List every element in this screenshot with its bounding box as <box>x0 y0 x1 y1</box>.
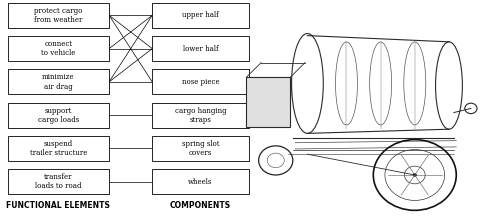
Text: wheels: wheels <box>188 178 213 186</box>
Text: connect
to vehicle: connect to vehicle <box>41 40 76 57</box>
Bar <box>152 136 249 161</box>
Bar <box>152 102 249 128</box>
Bar <box>246 77 290 127</box>
Text: suspend
trailer structure: suspend trailer structure <box>30 140 87 157</box>
Bar <box>8 69 109 94</box>
Bar <box>152 169 249 194</box>
Text: lower half: lower half <box>183 45 218 53</box>
Text: nose piece: nose piece <box>182 78 219 86</box>
Text: COMPONENTS: COMPONENTS <box>170 201 231 210</box>
Bar <box>152 3 249 28</box>
Text: protect cargo
from weather: protect cargo from weather <box>34 7 82 24</box>
Bar <box>8 169 109 194</box>
Text: FUNCTIONAL ELEMENTS: FUNCTIONAL ELEMENTS <box>6 201 110 210</box>
Text: transfer
loads to road: transfer loads to road <box>35 173 81 190</box>
Circle shape <box>413 173 417 177</box>
Bar <box>8 3 109 28</box>
Text: cargo hanging
straps: cargo hanging straps <box>175 107 226 124</box>
Bar <box>152 36 249 61</box>
Bar <box>8 136 109 161</box>
Text: upper half: upper half <box>182 11 219 19</box>
Bar <box>8 102 109 128</box>
Bar <box>8 36 109 61</box>
Text: spring slot
covers: spring slot covers <box>182 140 219 157</box>
Text: support
cargo loads: support cargo loads <box>38 107 79 124</box>
Text: minimize
air drag: minimize air drag <box>42 73 75 90</box>
Bar <box>152 69 249 94</box>
